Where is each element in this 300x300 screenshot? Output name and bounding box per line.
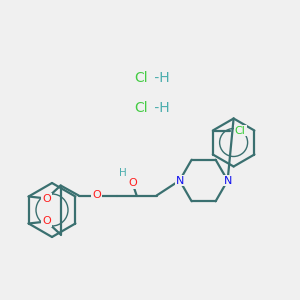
Text: N: N bbox=[176, 176, 184, 185]
Text: -H: -H bbox=[150, 71, 170, 85]
Text: Cl: Cl bbox=[134, 71, 148, 85]
Text: -H: -H bbox=[150, 101, 170, 115]
Text: N: N bbox=[224, 176, 232, 185]
Text: O: O bbox=[42, 194, 51, 203]
Text: H: H bbox=[119, 169, 127, 178]
Text: O: O bbox=[42, 217, 51, 226]
Text: Cl: Cl bbox=[235, 125, 246, 136]
Text: O: O bbox=[128, 178, 137, 188]
Text: Cl: Cl bbox=[134, 101, 148, 115]
Text: O: O bbox=[92, 190, 101, 200]
